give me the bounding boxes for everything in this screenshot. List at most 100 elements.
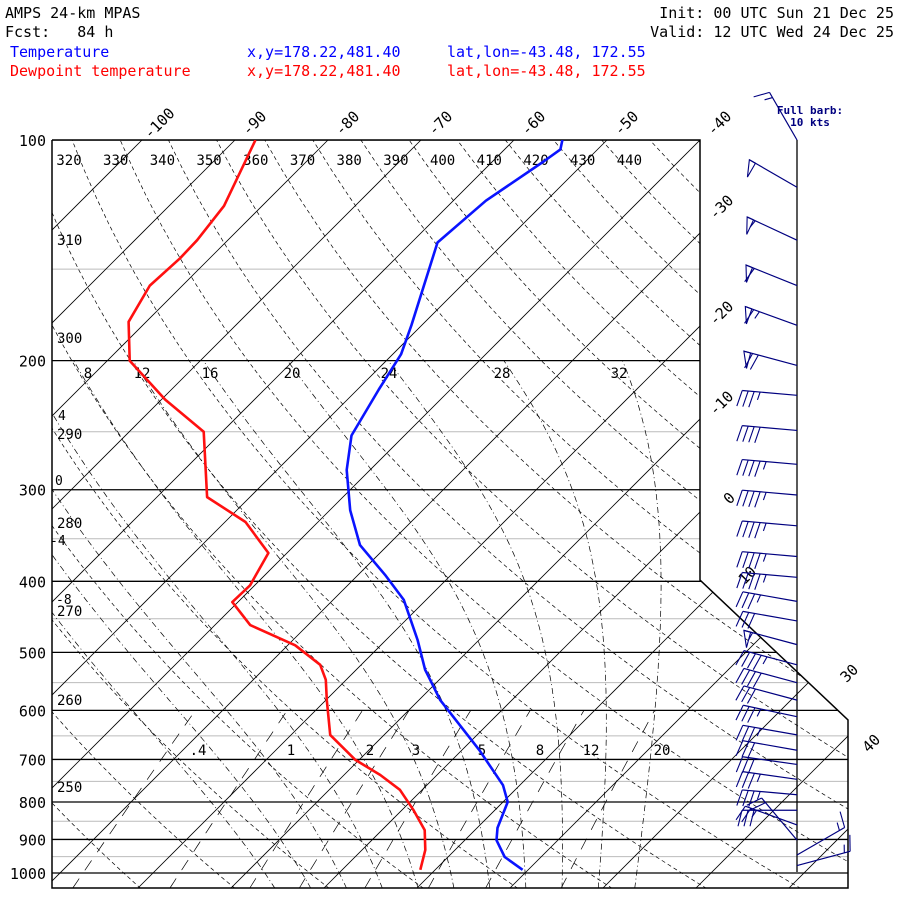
theta-label: 290 xyxy=(57,427,82,443)
theta-label: 350 xyxy=(196,153,221,169)
theta-label: 390 xyxy=(383,153,408,169)
theta-label: 280 xyxy=(57,516,82,532)
theta-label: 400 xyxy=(430,153,455,169)
wind-barb xyxy=(796,834,851,867)
isotherm-label: -30 xyxy=(705,191,737,223)
moist-adiabat-label: 32 xyxy=(611,366,628,382)
moist-adiabat-line xyxy=(387,360,563,888)
wind-barb xyxy=(743,629,798,648)
moist-adiabat-label: 20 xyxy=(284,366,301,382)
pressure-tick-label: 200 xyxy=(19,353,46,371)
forecast-hour: Fcst: 84 h xyxy=(5,23,114,41)
theta-label: 250 xyxy=(57,780,82,796)
mixing-ratio-line xyxy=(249,710,363,888)
wind-barb xyxy=(736,389,798,408)
temperature-xy: x,y=178.22,481.40 xyxy=(247,43,401,61)
wind-barb xyxy=(746,797,798,841)
theta-label: 440 xyxy=(617,153,642,169)
wind-barb xyxy=(735,610,798,629)
dry-adiabat-line xyxy=(408,140,848,888)
isotherm-line xyxy=(788,140,848,888)
wind-barb xyxy=(746,158,798,188)
dry-adiabat-line xyxy=(52,140,613,888)
mixing-ratio-label: 1 xyxy=(287,743,295,759)
wind-barb xyxy=(736,520,798,539)
moist-adiabat-line xyxy=(503,360,607,888)
wind-legend-label: 10 kts xyxy=(790,116,830,129)
moist-adiabat-line xyxy=(73,360,419,888)
dry-adiabat-line xyxy=(52,140,707,888)
dry-adiabat-line xyxy=(52,140,519,888)
wind-barb xyxy=(736,425,798,443)
isotherm-label: -60 xyxy=(517,107,549,139)
isotherm-label: -100 xyxy=(140,104,178,142)
dry-adiabat-line xyxy=(168,140,848,888)
background-grid xyxy=(0,140,848,889)
moist-adiabat-line xyxy=(132,360,455,888)
dewpoint-latlon: lat,lon=-43.48, 172.55 xyxy=(447,62,646,80)
theta-label: 320 xyxy=(56,153,81,169)
theta-label: 420 xyxy=(523,153,548,169)
dry-adiabat-line xyxy=(52,140,330,888)
wind-barb xyxy=(744,264,798,287)
moist-adiabat-line xyxy=(52,360,348,888)
mixing-ratio-label: 2 xyxy=(366,743,374,759)
theta-label: 260 xyxy=(57,693,82,709)
theta-w-label: -4 xyxy=(50,534,66,549)
mixing-ratio-label: 3 xyxy=(412,743,420,759)
wind-barb xyxy=(735,756,798,774)
theta-label: 340 xyxy=(150,153,175,169)
dry-adiabat-line xyxy=(52,140,425,888)
moist-adiabat-label: 8 xyxy=(84,366,92,382)
wind-barb xyxy=(796,811,846,856)
moist-adiabat-line xyxy=(287,360,527,888)
isotherm-line xyxy=(509,140,848,888)
wind-barb xyxy=(735,667,798,688)
isotherm-label: -10 xyxy=(705,387,737,419)
dry-adiabat-line xyxy=(456,140,848,888)
mixing-ratio-label: 20 xyxy=(654,743,671,759)
theta-w-label: 0 xyxy=(55,474,63,489)
theta-label: 410 xyxy=(477,153,502,169)
wind-barb xyxy=(735,650,798,670)
wind-barb xyxy=(735,771,798,789)
theta-label: 360 xyxy=(243,153,268,169)
dry-adiabat-line xyxy=(697,140,848,888)
wind-legend-label: Full barb: xyxy=(777,104,843,117)
wind-barb xyxy=(736,489,798,508)
isotherm-line xyxy=(52,140,422,888)
pressure-tick-label: 500 xyxy=(19,644,46,662)
temperature-profile xyxy=(345,140,564,871)
dry-adiabat-line xyxy=(0,140,47,889)
isotherm-line xyxy=(52,140,143,888)
mixing-ratio-label: 12 xyxy=(583,743,600,759)
wind-barb xyxy=(737,809,797,827)
mixing-ratio-line xyxy=(364,710,471,888)
valid-time: Valid: 12 UTC Wed 24 Dec 25 xyxy=(650,23,894,41)
isotherm-line xyxy=(52,140,701,888)
pressure-tick-label: 400 xyxy=(19,573,46,591)
pressure-tick-label: 1000 xyxy=(10,865,46,883)
isotherm-line xyxy=(602,140,848,888)
mixing-ratio-line xyxy=(72,710,196,888)
pressure-tick-label: 600 xyxy=(19,702,46,720)
moist-adiabat-label: 28 xyxy=(494,366,511,382)
mixing-ratio-label: .4 xyxy=(190,743,207,759)
legend-temperature: Temperature xyxy=(10,43,110,61)
isotherm-label: -20 xyxy=(705,297,737,329)
pressure-tick-label: 800 xyxy=(19,794,46,812)
mixing-ratio-line xyxy=(560,710,655,888)
dewpoint-profile xyxy=(127,140,427,871)
pressure-tick-label: 300 xyxy=(19,482,46,500)
wind-barb xyxy=(743,350,798,370)
theta-w-label: -8 xyxy=(56,593,72,608)
wind-barb xyxy=(735,740,798,759)
isotherm-line xyxy=(695,140,848,888)
theta-label: 270 xyxy=(57,604,82,620)
wind-barb xyxy=(735,805,798,826)
mixing-ratio-line xyxy=(485,710,585,888)
wind-barb xyxy=(735,591,798,610)
moist-adiabat-line xyxy=(52,360,276,888)
moist-adiabat-label: 16 xyxy=(202,366,219,382)
